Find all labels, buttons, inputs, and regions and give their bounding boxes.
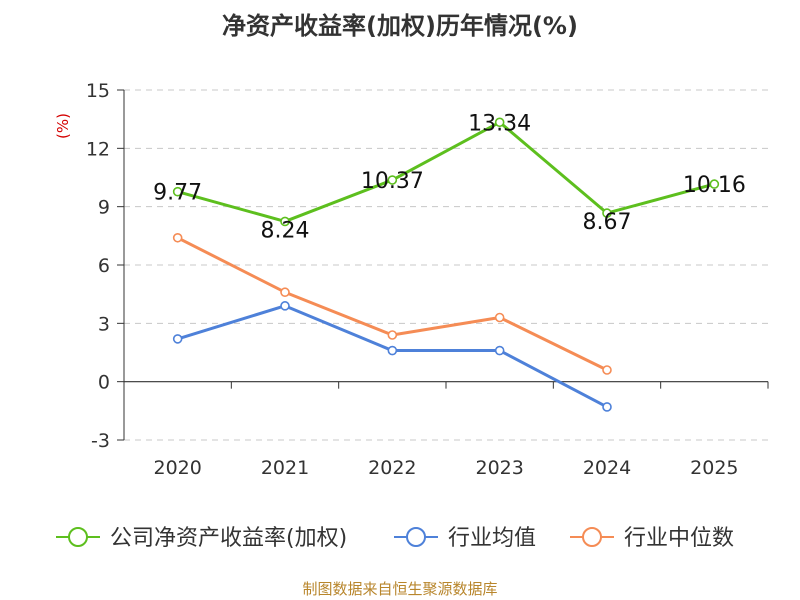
legend-label: 行业均值 xyxy=(448,526,536,551)
y-tick-label: 3 xyxy=(98,313,110,335)
data-point xyxy=(387,345,398,356)
data-point xyxy=(280,287,290,298)
x-tick-label: 2020 xyxy=(153,457,201,479)
legend-swatch-marker xyxy=(406,527,426,547)
chart-title: 净资产收益率(加权)历年情况(%) xyxy=(222,12,578,40)
data-label: 10.37 xyxy=(361,169,424,194)
x-tick-label: 2021 xyxy=(261,457,309,479)
data-point xyxy=(280,216,290,227)
data-point xyxy=(494,117,505,128)
y-unit-label: (%) xyxy=(54,113,72,139)
legend-label: 公司净资产收益率(加权) xyxy=(110,526,347,551)
legend-label: 行业中位数 xyxy=(624,526,734,551)
data-point xyxy=(494,345,505,356)
y-tick-label: 12 xyxy=(86,138,110,160)
y-tick-label: 6 xyxy=(98,255,110,277)
data-label: 9.77 xyxy=(153,181,202,206)
data-point xyxy=(709,179,720,189)
data-point xyxy=(602,208,612,218)
data-label: 8.67 xyxy=(583,210,632,235)
data-point xyxy=(172,334,183,344)
data-label: 8.24 xyxy=(261,218,310,243)
data-point xyxy=(602,402,612,412)
series-line xyxy=(177,304,608,409)
data-point xyxy=(280,301,290,311)
y-tick-label: 9 xyxy=(98,197,110,219)
data-point xyxy=(387,330,398,340)
data-source-note: 制图数据来自恒生聚源数据库 xyxy=(302,580,498,598)
series-line xyxy=(177,120,715,223)
y-tick-label: -3 xyxy=(91,430,110,452)
y-tick-label: 0 xyxy=(98,372,110,394)
x-tick-label: 2025 xyxy=(690,457,738,479)
x-tick-label: 2022 xyxy=(368,457,416,479)
data-point xyxy=(387,175,398,185)
data-point xyxy=(602,365,612,375)
data-label: 13.34 xyxy=(468,111,531,136)
x-tick-label: 2024 xyxy=(583,457,631,479)
legend-swatch-marker xyxy=(582,527,602,547)
data-point xyxy=(494,312,505,323)
data-label: 10.16 xyxy=(683,173,746,198)
data-point xyxy=(172,186,183,197)
legend-swatch-marker xyxy=(68,527,88,547)
y-tick-label: 15 xyxy=(86,80,110,102)
data-point xyxy=(172,232,183,243)
x-tick-label: 2023 xyxy=(475,457,523,479)
